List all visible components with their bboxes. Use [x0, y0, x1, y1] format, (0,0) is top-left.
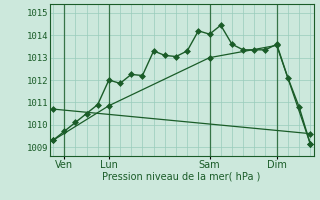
X-axis label: Pression niveau de la mer( hPa ): Pression niveau de la mer( hPa ): [102, 172, 261, 182]
